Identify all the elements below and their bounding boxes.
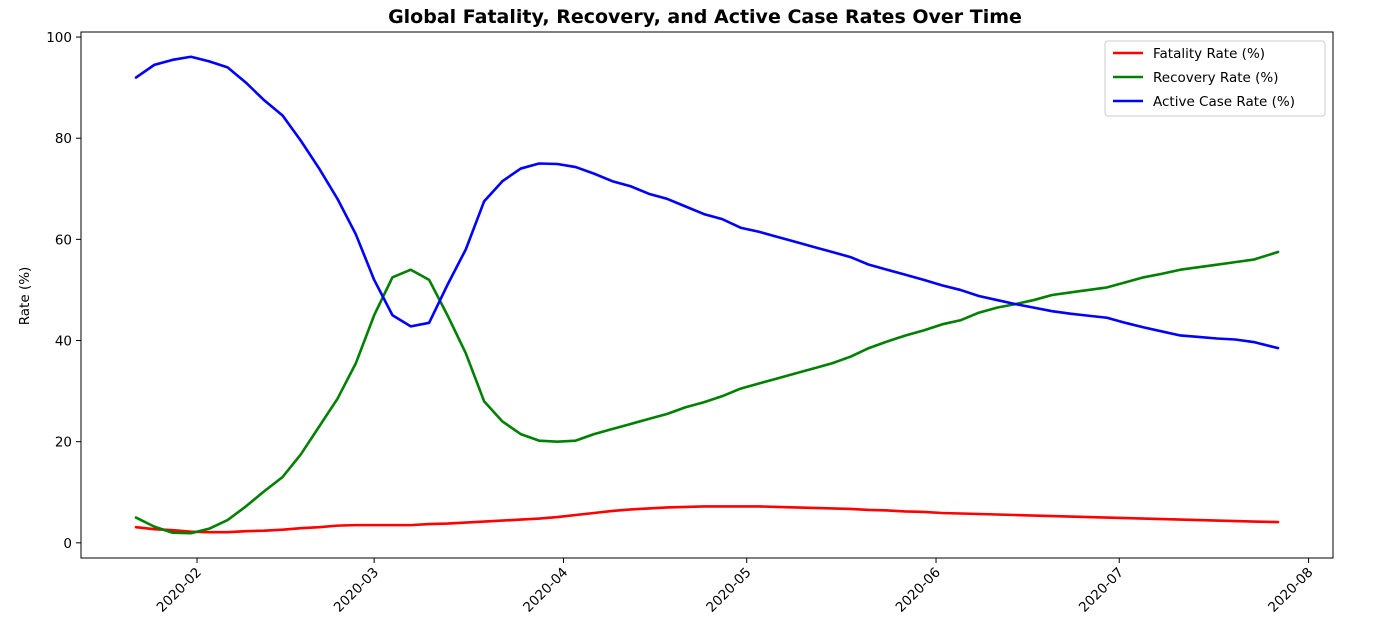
legend-box xyxy=(1104,40,1326,117)
chart-title: Global Fatality, Recovery, and Active Ca… xyxy=(388,6,1022,28)
x-tick-label: 2020-06 xyxy=(893,565,944,616)
y-tick-label: 20 xyxy=(55,435,72,451)
legend-label: Active Case Rate (%) xyxy=(1153,94,1295,110)
series-line-active-case-rate xyxy=(134,55,1280,350)
x-tick-label: 2020-08 xyxy=(1265,565,1316,616)
series-line-recovery-rate xyxy=(134,250,1280,535)
x-tick-label: 2020-07 xyxy=(1076,565,1127,616)
legend: Fatality Rate (%) Recovery Rate (%) Active… xyxy=(1104,40,1326,117)
x-tick-label: 2020-02 xyxy=(154,565,205,616)
legend-label: Fatality Rate (%) xyxy=(1153,46,1265,62)
x-tick-label: 2020-05 xyxy=(703,565,754,616)
legend-label: Recovery Rate (%) xyxy=(1153,70,1279,86)
y-tick-label: 40 xyxy=(55,334,72,350)
y-tick-label: 60 xyxy=(55,232,72,248)
y-tick-label: 0 xyxy=(63,536,72,552)
plot-frame xyxy=(80,31,1334,559)
y-tick-label: 80 xyxy=(55,131,72,147)
y-tick-label: 100 xyxy=(46,30,72,46)
x-tick-label: 2020-04 xyxy=(520,565,571,616)
plot-area: 0 20 40 60 80 100 2020-02 2020-03 2020-04 2020-05… xyxy=(46,30,1334,616)
y-axis-label: Rate (%) xyxy=(17,267,33,326)
x-tick-label: 2020-03 xyxy=(331,565,382,616)
series-line-fatality-rate xyxy=(134,505,1280,534)
